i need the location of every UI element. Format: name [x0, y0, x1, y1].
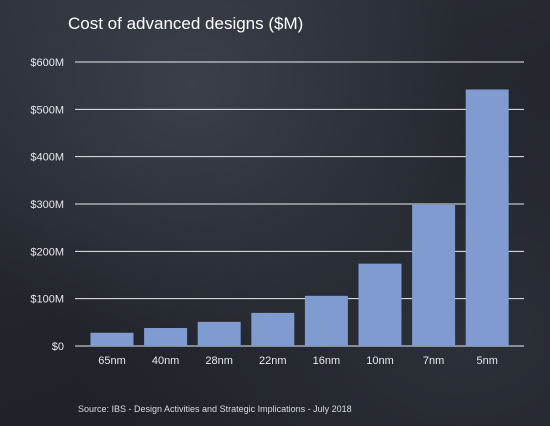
- y-tick-label: $600M: [30, 57, 64, 69]
- chart-title: Cost of advanced designs ($M): [68, 14, 304, 33]
- bar-28nm: [197, 321, 241, 346]
- y-tick-label: $0: [52, 341, 64, 353]
- bar-16nm: [304, 295, 348, 346]
- y-tick-label: $400M: [30, 152, 64, 164]
- x-tick-label: 40nm: [152, 355, 180, 367]
- x-tick-label: 5nm: [476, 355, 497, 367]
- y-tick-label: $300M: [30, 199, 64, 211]
- x-tick-label: 10nm: [366, 355, 394, 367]
- x-tick-label: 22nm: [259, 355, 287, 367]
- y-tick-label: $200M: [30, 246, 64, 258]
- x-tick-label: 28nm: [205, 355, 233, 367]
- bar-65nm: [90, 332, 134, 346]
- bar-22nm: [251, 312, 295, 346]
- bar-40nm: [144, 328, 188, 346]
- y-tick-label: $500M: [30, 104, 64, 116]
- x-tick-label: 7nm: [423, 355, 444, 367]
- x-tick-label: 65nm: [98, 355, 126, 367]
- bar-10nm: [358, 263, 402, 346]
- y-tick-label: $100M: [30, 294, 64, 306]
- bar-5nm: [465, 89, 509, 346]
- bar-7nm: [412, 204, 456, 346]
- source-note: Source: IBS - Design Activities and Stra…: [78, 404, 352, 414]
- x-tick-label: 16nm: [313, 355, 341, 367]
